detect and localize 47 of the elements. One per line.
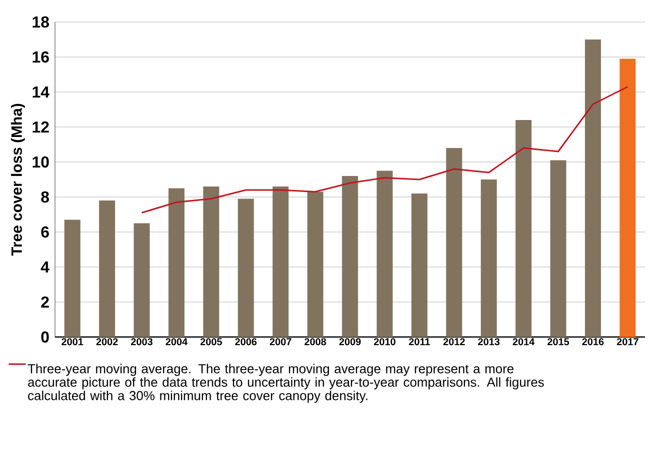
- bar: [584, 39, 601, 337]
- x-tick-label: 2016: [582, 338, 604, 346]
- bar: [307, 192, 324, 337]
- bar: [516, 120, 532, 337]
- y-tick-label: 16: [32, 51, 49, 63]
- bar: [272, 186, 289, 337]
- x-tick-label: 2013: [478, 338, 500, 346]
- legend-label: Three-year moving average. The three-year moving average may represent a more accurate picture of the data trends to uncertainty in year-to-year comparisons. All figures calculated with a 30% minimum tree cover canopy density.: [28, 364, 544, 403]
- x-tick-label: 2010: [374, 338, 396, 346]
- x-tick-label: 2008: [304, 338, 326, 346]
- bar: [446, 148, 462, 337]
- x-tick-label: 2007: [270, 338, 292, 346]
- y-tick-label: 14: [32, 86, 50, 98]
- bar: [238, 198, 254, 337]
- y-tick-label: 18: [32, 16, 49, 28]
- y-tick-label: 8: [41, 191, 49, 203]
- x-tick-label: 2005: [200, 338, 222, 346]
- y-tick-label: 2: [41, 296, 49, 308]
- y-axis-title: Tree cover loss (Mha): [10, 104, 25, 256]
- bar: [342, 176, 358, 337]
- x-tick-label: 2009: [339, 338, 361, 346]
- bar: [99, 200, 116, 337]
- y-tick-label: 10: [32, 156, 49, 168]
- bar: [64, 220, 80, 337]
- y-tick-label: 4: [40, 262, 50, 272]
- bar: [376, 170, 393, 337]
- x-tick-label: 2011: [408, 338, 430, 346]
- bar: [550, 160, 566, 337]
- x-tick-label: 2003: [131, 338, 152, 346]
- x-tick-label: 2002: [96, 338, 118, 346]
- bar: [134, 223, 150, 337]
- line-series: [141, 86, 628, 214]
- y-tick-label: 12: [32, 121, 49, 133]
- bar: [480, 179, 497, 337]
- x-tick-label: 2015: [548, 338, 570, 346]
- bar: [203, 186, 220, 337]
- bar: [620, 58, 636, 337]
- bar: [168, 188, 184, 337]
- x-tick-label: 2006: [235, 338, 257, 346]
- bar: [411, 193, 428, 337]
- x-tick-label: 2004: [166, 338, 188, 346]
- y-tick-label: 0: [41, 331, 49, 343]
- y-tick-label: 6: [41, 226, 49, 238]
- x-tick-label: 2017: [616, 338, 638, 346]
- x-tick-label: 2001: [62, 338, 84, 346]
- x-tick-label: 2012: [443, 338, 465, 346]
- x-tick-label: 2014: [512, 338, 535, 346]
